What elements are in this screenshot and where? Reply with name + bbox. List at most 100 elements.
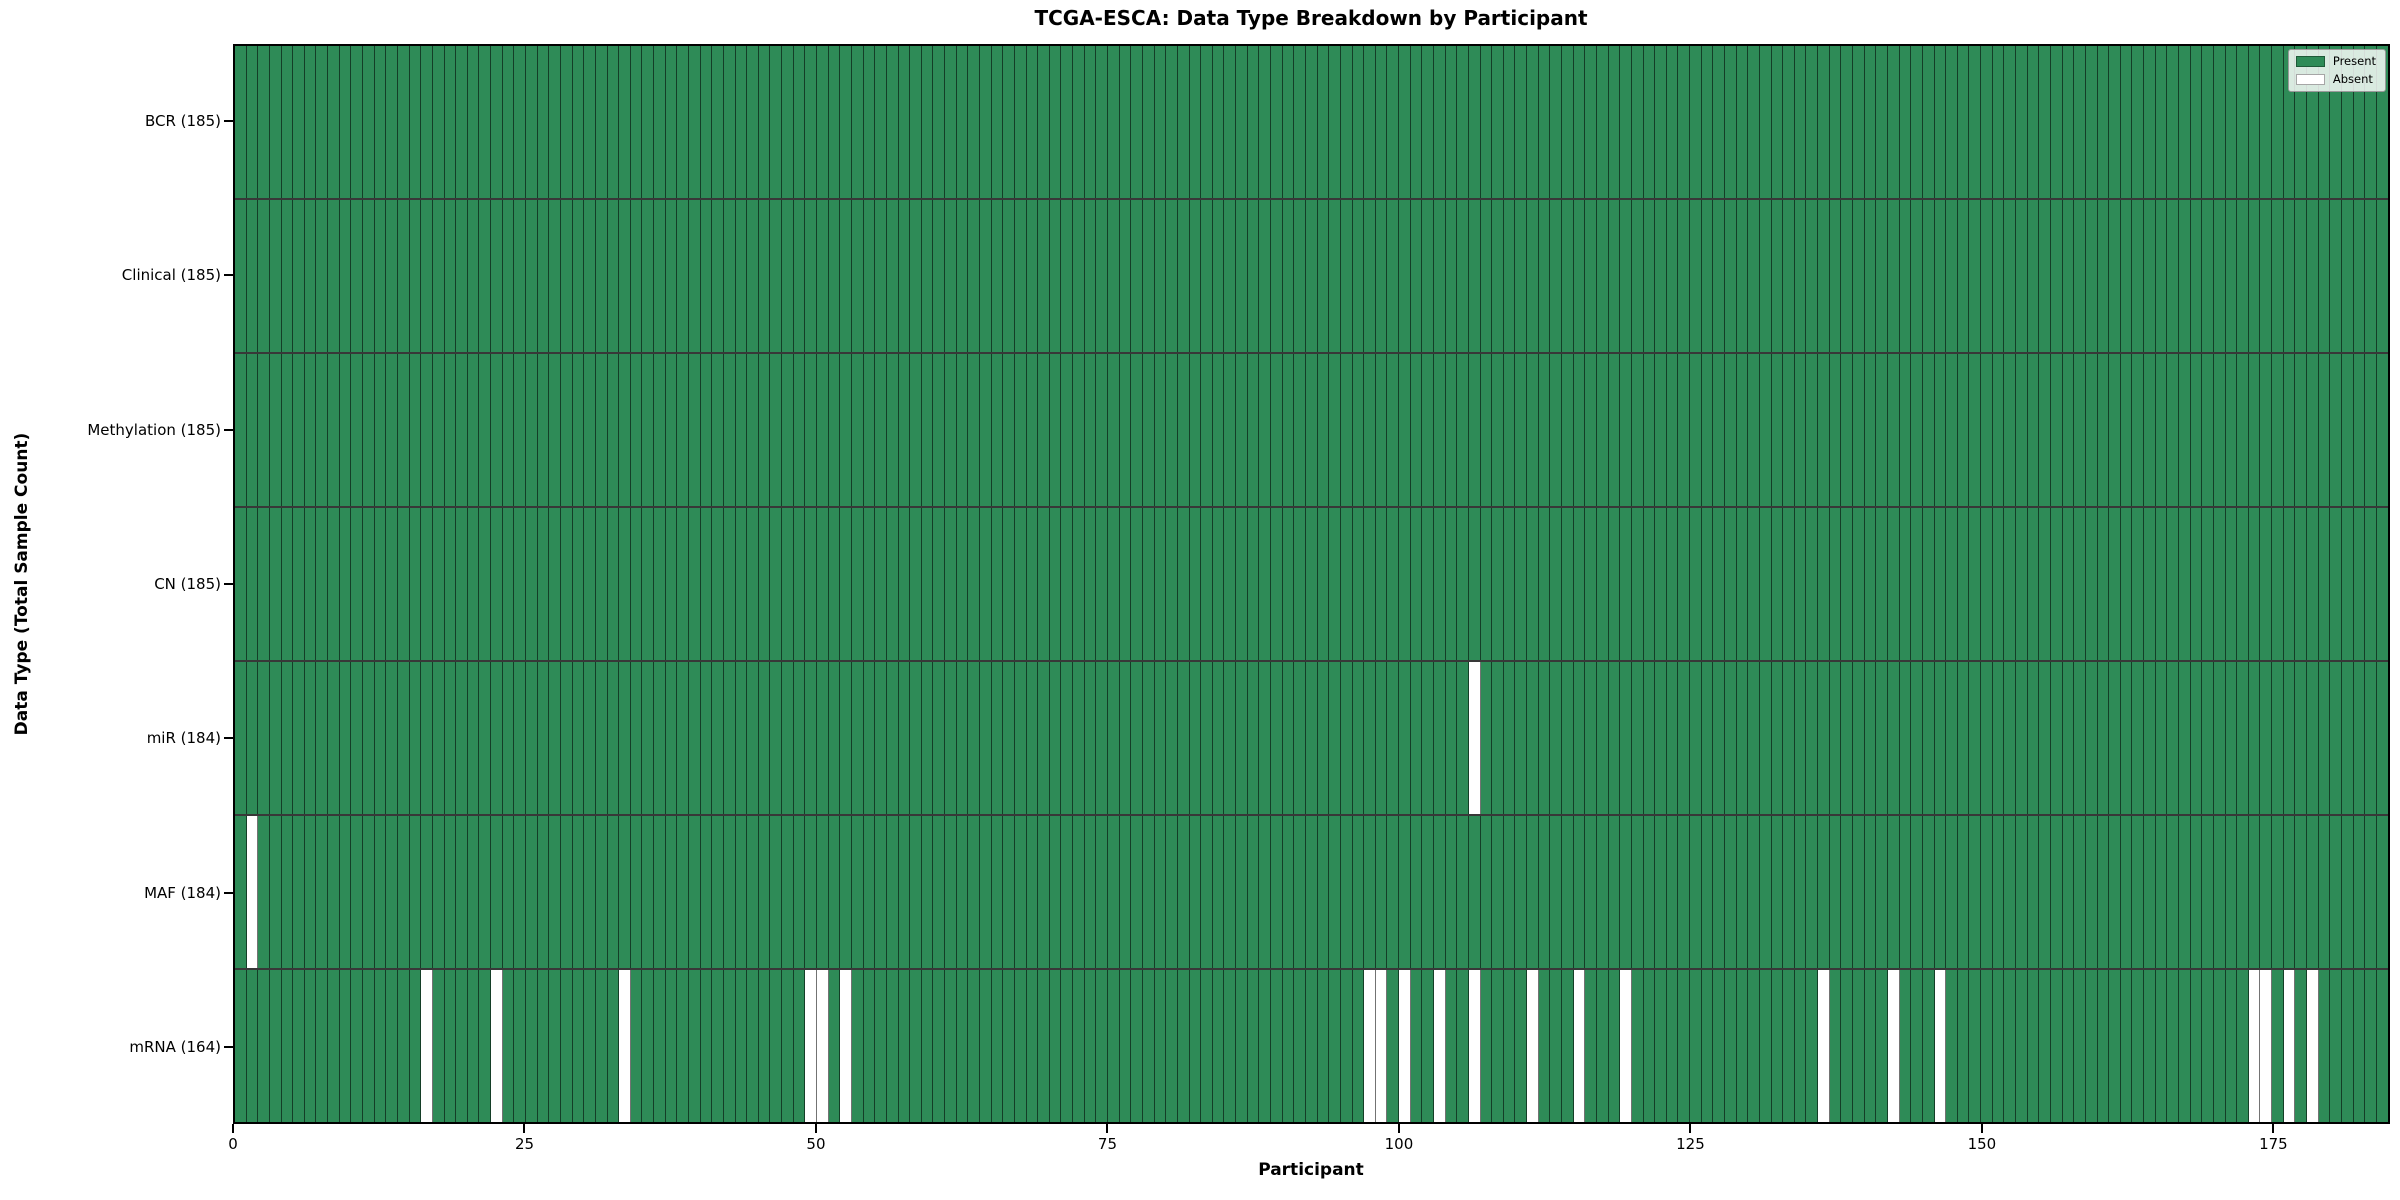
- heatmap-cell: [281, 662, 294, 814]
- heatmap-cell: [2202, 200, 2214, 352]
- heatmap-cell: [735, 970, 748, 1122]
- heatmap-cell: [1771, 816, 1784, 968]
- heatmap-cell: [2050, 816, 2063, 968]
- heatmap-cell: [549, 354, 561, 506]
- heatmap-cell: [1585, 816, 1597, 968]
- heatmap-cell: [758, 508, 771, 660]
- heatmap-cell: [397, 46, 410, 198]
- heatmap-cell: [1224, 970, 1237, 1122]
- heatmap-cell: [1620, 354, 1632, 506]
- heatmap-cell: [1236, 662, 1248, 814]
- heatmap-cell: [1864, 662, 1877, 814]
- heatmap-cell: [956, 46, 969, 198]
- heatmap-cell: [1678, 508, 1691, 660]
- heatmap-cell: [1375, 662, 1388, 814]
- heatmap-cell: [2237, 816, 2249, 968]
- heatmap-cell: [665, 354, 678, 506]
- heatmap-cell: [1166, 816, 1178, 968]
- heatmap-cell: [304, 200, 317, 352]
- heatmap-cell: [1096, 508, 1109, 660]
- heatmap-cell: [2062, 508, 2075, 660]
- heatmap-cell: [456, 508, 468, 660]
- heatmap-cell: [549, 46, 561, 198]
- heatmap-cell: [2202, 816, 2214, 968]
- heatmap-cell: [1014, 46, 1027, 198]
- heatmap-cell: [921, 508, 934, 660]
- heatmap-cell: [1201, 970, 1213, 1122]
- heatmap-cell: [235, 662, 247, 814]
- heatmap-cell: [1573, 354, 1586, 506]
- heatmap-cell: [2144, 46, 2156, 198]
- heatmap-cell: [1084, 970, 1097, 1122]
- heatmap-cell: [491, 354, 503, 506]
- heatmap-cell: [1492, 508, 1504, 660]
- heatmap-cell: [782, 508, 794, 660]
- heatmap-cell: [2248, 354, 2261, 506]
- heatmap-cell: [1003, 970, 1015, 1122]
- heatmap-cell: [1119, 508, 1132, 660]
- heatmap-cell: [875, 508, 887, 660]
- heatmap-cell: [1282, 662, 1295, 814]
- heatmap-cell: [2120, 200, 2133, 352]
- heatmap-cell: [421, 354, 433, 506]
- heatmap-cell: [2085, 816, 2098, 968]
- heatmap-cell: [642, 200, 655, 352]
- heatmap-cell: [1899, 662, 1912, 814]
- heatmap-cell: [805, 354, 818, 506]
- heatmap-cell: [1131, 970, 1143, 1122]
- heatmap-cell: [1410, 662, 1423, 814]
- heatmap-cell: [1759, 662, 1772, 814]
- heatmap-cell: [1433, 662, 1446, 814]
- heatmap-cell: [1678, 816, 1691, 968]
- heatmap-cell: [2341, 662, 2354, 814]
- heatmap-cell: [2283, 816, 2296, 968]
- y-tick-mark: [224, 891, 233, 894]
- heatmap-cell: [700, 354, 713, 506]
- heatmap-cell: [502, 970, 515, 1122]
- heatmap-cell: [1108, 816, 1120, 968]
- heatmap-cell: [828, 970, 841, 1122]
- heatmap-cell: [1841, 970, 1854, 1122]
- y-tick-label-mir: miR (184): [146, 729, 221, 748]
- heatmap-cell: [1631, 970, 1644, 1122]
- heatmap-cell: [595, 46, 608, 198]
- heatmap-cell: [723, 816, 736, 968]
- heatmap-cell: [1271, 46, 1283, 198]
- heatmap-cell: [1154, 46, 1167, 198]
- heatmap-cell: [1468, 354, 1481, 506]
- heatmap-cell: [1573, 816, 1586, 968]
- heatmap-cell: [2155, 508, 2168, 660]
- heatmap-cell: [1946, 816, 1958, 968]
- heatmap-cell: [1049, 46, 1062, 198]
- heatmap-cell: [1538, 354, 1551, 506]
- heatmap-cell: [1690, 970, 1702, 1122]
- heatmap-cell: [945, 354, 957, 506]
- heatmap-cell: [1538, 970, 1551, 1122]
- heatmap-cell: [514, 46, 527, 198]
- heatmap-cell: [2074, 46, 2086, 198]
- heatmap-cell: [2330, 46, 2342, 198]
- heatmap-cell: [1399, 200, 1411, 352]
- heatmap-cell: [1690, 662, 1702, 814]
- heatmap-cell: [1806, 816, 1819, 968]
- heatmap-cell: [1934, 508, 1947, 660]
- heatmap-cell: [537, 970, 550, 1122]
- heatmap-cell: [537, 508, 550, 660]
- heatmap-cell: [1142, 200, 1155, 352]
- heatmap-cell: [1271, 662, 1283, 814]
- heatmap-cell: [2272, 970, 2284, 1122]
- heatmap-cell: [805, 662, 818, 814]
- heatmap-cell: [770, 816, 783, 968]
- heatmap-cell: [479, 46, 492, 198]
- heatmap-cell: [1399, 816, 1411, 968]
- heatmap-cell: [2167, 970, 2179, 1122]
- heatmap-cell: [1108, 508, 1120, 660]
- heatmap-cell: [1585, 970, 1597, 1122]
- heatmap-cell: [1957, 816, 1970, 968]
- heatmap-cell: [281, 970, 294, 1122]
- heatmap-cell: [1166, 46, 1178, 198]
- heatmap-cell: [1468, 662, 1481, 814]
- heatmap-cell: [1573, 508, 1586, 660]
- heatmap-cell: [1201, 354, 1213, 506]
- heatmap-cell: [1701, 816, 1714, 968]
